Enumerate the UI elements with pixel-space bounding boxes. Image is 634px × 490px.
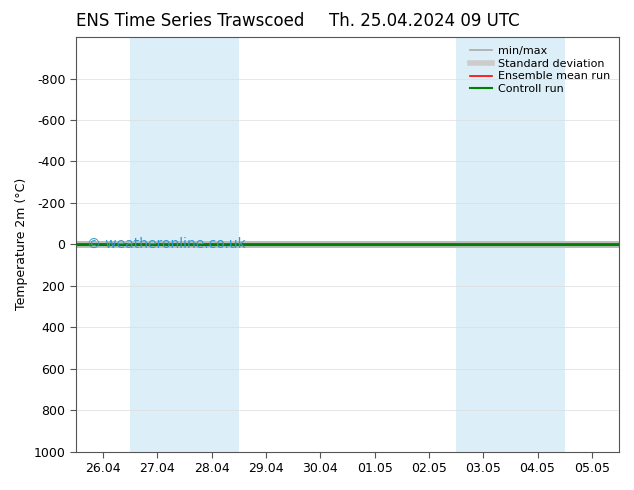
Y-axis label: Temperature 2m (°C): Temperature 2m (°C) bbox=[15, 178, 28, 311]
Bar bbox=[456, 37, 565, 452]
Text: ENS Time Series Trawscoed: ENS Time Series Trawscoed bbox=[76, 12, 304, 30]
Text: © weatheronline.co.uk: © weatheronline.co.uk bbox=[87, 237, 245, 251]
Text: Th. 25.04.2024 09 UTC: Th. 25.04.2024 09 UTC bbox=[330, 12, 520, 30]
Legend: min/max, Standard deviation, Ensemble mean run, Controll run: min/max, Standard deviation, Ensemble me… bbox=[467, 43, 614, 98]
Bar bbox=[130, 37, 239, 452]
